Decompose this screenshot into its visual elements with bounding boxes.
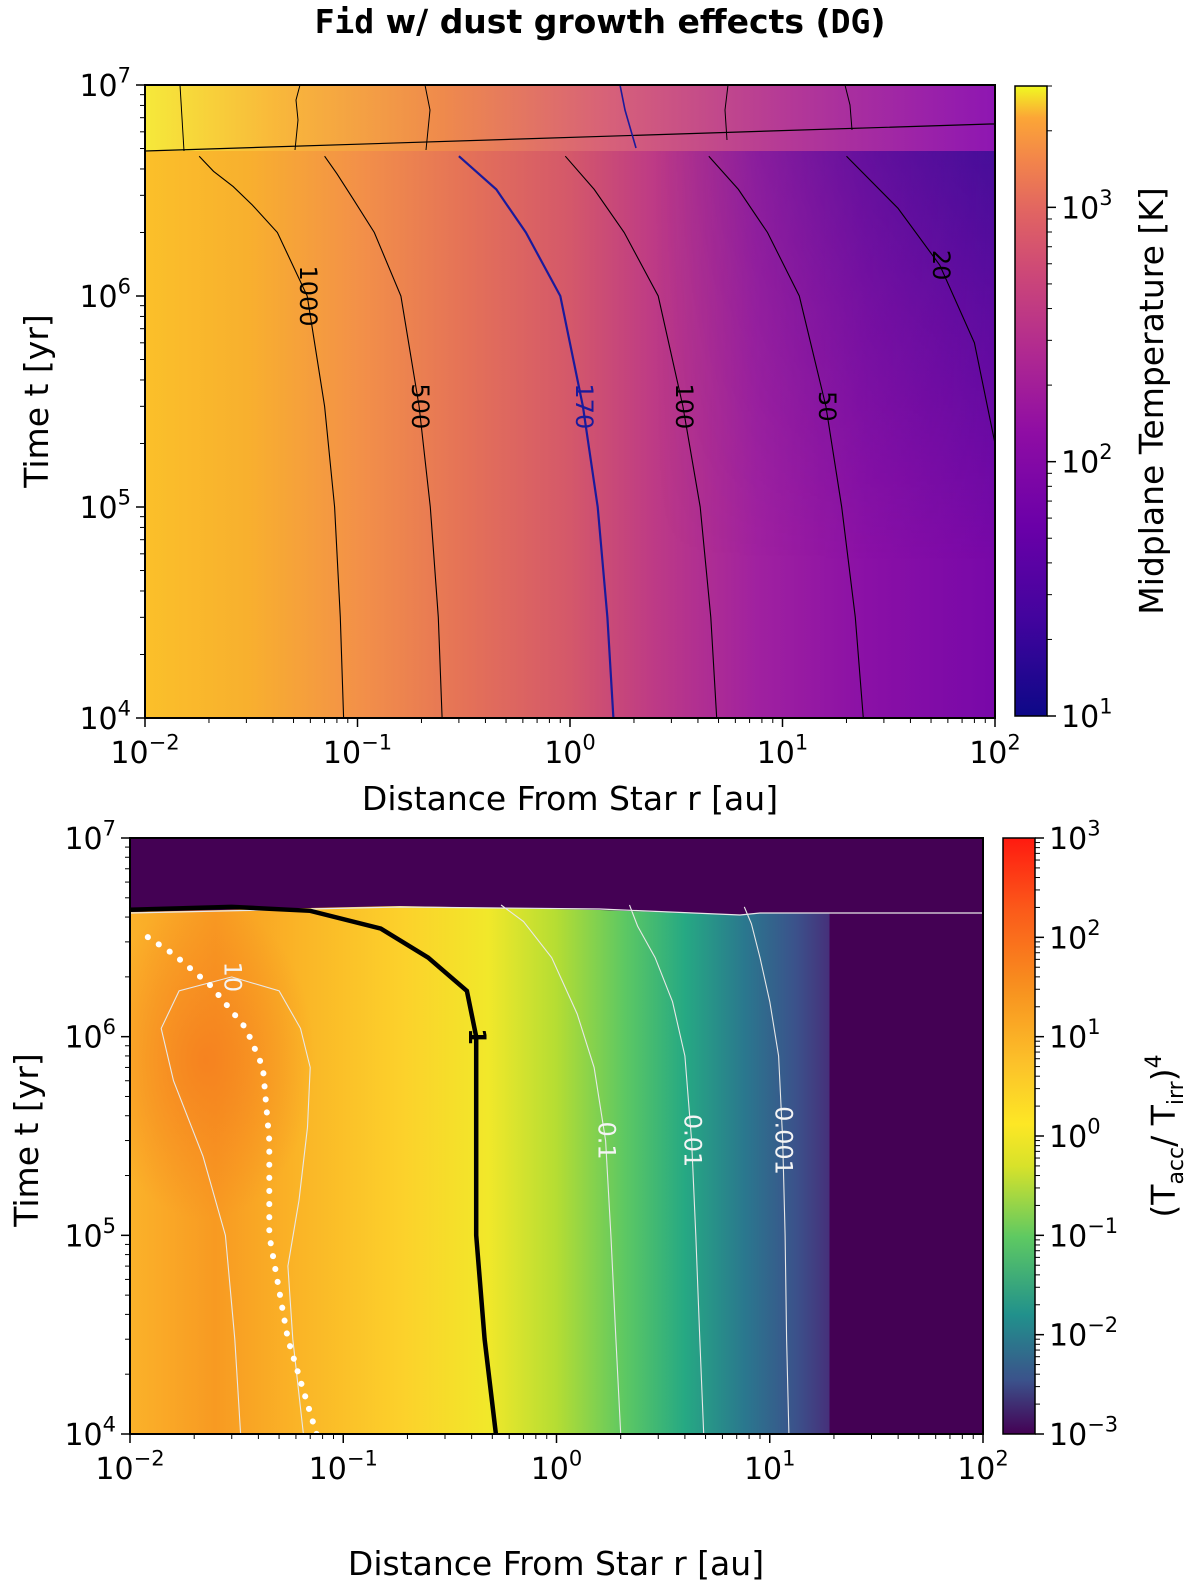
contour-label-1: 1 (463, 1028, 491, 1045)
x-tick-label: 100 (544, 731, 596, 772)
contour-170 (458, 155, 615, 718)
x-tick-label: 10−2 (95, 1447, 164, 1488)
contour-label-0.1: 0.1 (593, 1121, 621, 1159)
y-tick-label: 104 (64, 1413, 116, 1454)
y-tick-label: 106 (64, 1015, 116, 1056)
contour-label-0.01: 0.01 (679, 1114, 707, 1167)
contour-10 (160, 976, 311, 1434)
colorbar-temperature (1014, 85, 1048, 717)
colorbar-tick-label: 102 (1061, 440, 1113, 481)
contour-label-170: 170 (570, 383, 598, 429)
colorbar-tick-label: 102 (1049, 916, 1101, 957)
figure-title: Fid w/ dust growth effects (DG) (314, 2, 886, 41)
colorbar-tick-label: 100 (1049, 1115, 1101, 1156)
contour-500 (324, 155, 443, 718)
x-tick-label: 10−1 (323, 731, 392, 772)
y-axis-label: Time t [yr] (17, 314, 56, 489)
contour-label-50: 50 (813, 391, 841, 422)
x-tick-label: 101 (744, 1447, 796, 1488)
x-axis-label: Distance From Star r [au] (348, 1544, 764, 1583)
x-tick-label: 10−1 (309, 1447, 378, 1488)
contour-50 (708, 155, 864, 718)
y-tick-label: 107 (64, 817, 116, 858)
colorbar-tick-label: 10−2 (1049, 1313, 1118, 1354)
contour-0.01 (628, 904, 705, 1434)
x-tick-label: 102 (957, 1447, 1009, 1488)
contour-1 (130, 904, 499, 1434)
y-tick-label: 105 (79, 486, 131, 527)
x-tick-label: 102 (969, 731, 1021, 772)
contour-label-10: 10 (219, 962, 247, 993)
y-axis-label: Time t [yr] (7, 1053, 46, 1228)
contour-label-500: 500 (406, 383, 434, 429)
y-tick-label: 106 (79, 275, 131, 316)
x-tick-label: 10−2 (110, 731, 179, 772)
colorbar-tick-label: 101 (1049, 1015, 1101, 1056)
colorbar-tick-label: 10−3 (1049, 1413, 1118, 1454)
colorbar-ratio (1002, 837, 1036, 1435)
contour-label-0.001: 0.001 (770, 1106, 798, 1175)
colorbar-tick-label: 101 (1061, 695, 1113, 736)
x-tick-label: 101 (757, 731, 809, 772)
y-tick-label: 107 (79, 64, 131, 105)
colorbar-tick-label: 103 (1061, 186, 1113, 227)
colorbar-tick-label: 103 (1049, 817, 1101, 858)
contour-1000 (198, 155, 345, 718)
temperature-panel: 1000 500 170 100 50 20 10−2 10−1 100 101 102 104 10… (17, 64, 1171, 819)
contour-20 (846, 155, 995, 444)
x-tick-label: 100 (531, 1447, 583, 1488)
contour-label-100: 100 (670, 383, 698, 429)
contour-label-1000: 1000 (294, 265, 322, 326)
x-axis-label: Distance From Star r [au] (362, 779, 778, 818)
colorbar-label: (Tacc/ Tirr)4 (1142, 1054, 1189, 1217)
contour-label-20: 20 (927, 250, 955, 281)
contour-100 (564, 155, 718, 718)
contour-0.001 (743, 906, 790, 1434)
colorbar-label: Midplane Temperature [K] (1132, 187, 1171, 615)
colorbar-tick-label: 10−1 (1049, 1214, 1118, 1255)
y-tick-label: 104 (79, 697, 131, 738)
contour-0.1 (500, 904, 622, 1434)
y-tick-label: 105 (64, 1214, 116, 1255)
